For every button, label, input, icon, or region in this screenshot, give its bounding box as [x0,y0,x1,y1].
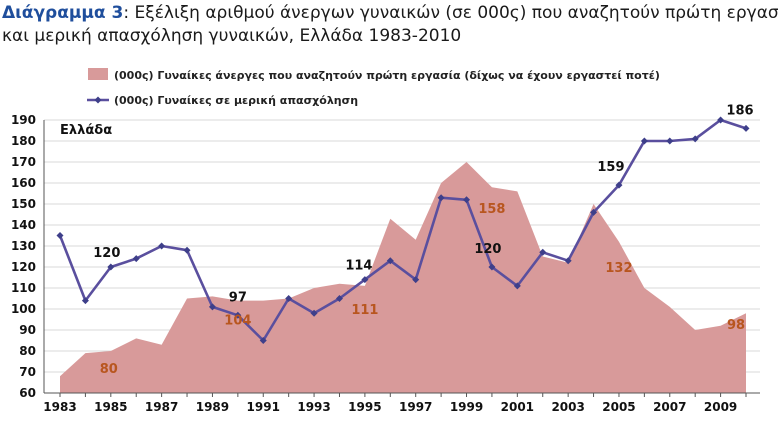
line-point [107,263,115,271]
line-point [640,137,648,145]
line-point [310,309,318,317]
line-point [412,276,420,284]
line-point [386,257,394,265]
line-point [717,116,725,124]
x-tick-label: 1997 [399,400,432,414]
area-series-layer [60,162,746,393]
line-series [58,118,747,342]
x-tick-label: 1989 [196,400,229,414]
axes: 60 70 80 90 100 110 120 130 140 150 160 170 180 190 19… [11,113,760,414]
x-tick-label: 1995 [348,400,381,414]
data-labels: 120 97 114 120 159 186 80 104 111 158 132 98 [93,103,753,377]
x-tick-label: 2009 [704,400,737,414]
data-label: 158 [478,202,505,217]
data-label: 104 [224,314,251,329]
y-tick-label: 70 [19,365,36,379]
data-label: 159 [597,160,624,175]
chart-title-line2: και μερική απασχόληση γυναικών, Ελλάδα 1… [2,26,462,46]
y-tick-label: 90 [19,323,36,337]
data-label: 97 [229,290,247,305]
legend-swatch-area [88,68,108,80]
x-tick-label: 2003 [551,400,584,414]
line-point [691,135,699,143]
line-point [132,255,140,263]
y-tick-label: 110 [11,281,36,295]
x-tick-label: 1983 [43,400,76,414]
line-point [742,124,750,132]
data-label: 98 [727,318,745,333]
line-point [183,246,191,254]
chart-annotation: Ελλάδα [60,123,112,138]
data-label: 120 [93,246,120,261]
line-point [463,196,471,204]
x-tick-label: 2007 [653,400,686,414]
y-tick-label: 100 [11,302,36,316]
legend: (000ς) Γυναίκες άνεργες που αναζητούν πρ… [87,68,660,107]
y-tick-label: 160 [11,176,36,190]
data-label: 80 [100,362,118,377]
chart-title-prefix: Διάγραμμα 3 [2,3,124,23]
y-tick-label: 120 [11,260,36,274]
line-point [513,282,521,290]
line-point [564,257,572,265]
data-label: 114 [345,259,372,274]
area-series [60,162,746,393]
chart-title-line1: : Εξέλιξη αριθμού άνεργων γυναικών (σε 0… [123,3,778,23]
y-tick-label: 180 [11,134,36,148]
data-label: 186 [726,103,753,118]
line-point [335,295,343,302]
line-point [437,194,445,202]
data-label: 120 [474,242,501,257]
x-tick-label: 1993 [297,400,330,414]
legend-marker-line [94,96,102,104]
y-tick-label: 170 [11,155,36,169]
legend-label-line: (000ς) Γυναίκες σε μερική απασχόληση [114,94,358,107]
line-series-layer [56,116,750,344]
line-point [259,337,267,344]
line-point [488,263,496,271]
data-label: 132 [605,261,632,276]
line-point [615,181,623,189]
x-tick-label: 2001 [501,400,534,414]
y-tick-label: 190 [11,113,36,127]
line-point [208,303,216,311]
line-point [590,208,598,216]
line-point [81,297,89,305]
legend-label-area: (000ς) Γυναίκες άνεργες που αναζητούν πρ… [114,69,660,82]
y-tick-label: 80 [19,344,36,358]
data-label: 111 [351,303,378,318]
x-tick-label: 1985 [94,400,127,414]
chart-canvas: 60 70 80 90 100 110 120 130 140 150 160 170 180 190 19… [11,68,760,414]
line-point [234,311,242,319]
line-point [539,248,547,256]
chart-title: Διάγραμμα 3: Εξέλιξη αριθμού άνεργων γυν… [2,2,778,48]
line-point [666,137,674,145]
line-point [56,232,64,239]
x-tick-label: 1991 [247,400,280,414]
x-tick-label: 1999 [450,400,483,414]
x-tick-label: 2005 [602,400,635,414]
y-tick-label: 150 [11,197,36,211]
line-point [285,295,293,302]
y-tick-label: 130 [11,239,36,253]
line-point [361,276,369,284]
x-tick-label: 1987 [145,400,178,414]
y-tick-label: 140 [11,218,36,232]
line-point [158,242,166,250]
y-tick-label: 60 [19,386,36,400]
